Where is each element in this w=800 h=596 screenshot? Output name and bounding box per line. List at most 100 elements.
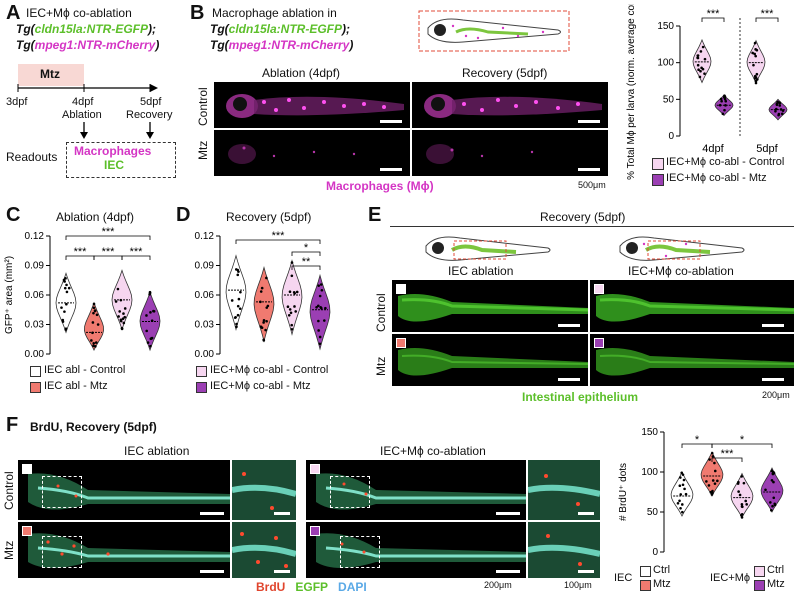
violin-control-point — [696, 63, 700, 67]
mtz-treatment-box — [18, 64, 84, 86]
violin-3-point — [148, 290, 152, 294]
panel-c-title: Ablation (4dpf) — [56, 210, 135, 224]
violin-1-point — [93, 309, 97, 313]
b-image-control-recovery — [412, 82, 608, 128]
violin-2-point — [119, 298, 123, 302]
violin-1-point — [259, 300, 262, 304]
zoom-inset-box — [42, 476, 82, 508]
timeline-diagram — [17, 84, 158, 92]
violin-0-point — [681, 483, 685, 487]
chart-d-violin: 0.000.030.060.090.12 ****** — [195, 230, 331, 360]
violin-0-point — [235, 325, 238, 329]
e-row-mtz: Mtz — [374, 356, 388, 376]
panel-b-title: Macrophage ablation in — [212, 6, 337, 20]
violin-0-point — [234, 315, 237, 319]
violin-3-point — [319, 305, 322, 309]
violin-3-point — [319, 283, 323, 286]
significance-label: *** — [721, 448, 735, 460]
violin-0-point — [682, 478, 686, 482]
violin-1-point — [260, 326, 264, 330]
violin-2-point — [737, 490, 740, 493]
f-image-co-mtz — [306, 522, 526, 578]
significance-bracket — [121, 255, 151, 260]
violin-2-point — [740, 505, 744, 508]
violin-2-point — [293, 305, 296, 308]
violin-control-point — [701, 45, 705, 49]
violin-mtz-point — [724, 99, 728, 103]
legend-swatch-control — [652, 158, 664, 170]
f-legend-mtz-2: Mtz — [767, 578, 785, 590]
violin-1-point — [92, 311, 95, 315]
violin-mtz-point — [724, 104, 727, 107]
b-row-mtz: Mtz — [196, 140, 210, 160]
f-channel-legend: BrdU EGFP DAPI — [256, 580, 367, 594]
scale-bar — [578, 570, 594, 573]
violin-2-point — [287, 314, 291, 317]
e-caption: Intestinal epithelium — [522, 390, 639, 404]
f-zoom-co-control — [528, 460, 600, 520]
significance-label: *** — [102, 226, 116, 238]
violin-2-point — [288, 308, 292, 311]
significance-label: *** — [761, 8, 775, 20]
f-legend-ctrl-1: Ctrl — [653, 564, 671, 576]
violin-0-point — [64, 277, 67, 280]
scale-bar — [274, 570, 290, 573]
violin-2-point — [289, 311, 293, 315]
violin-1-point — [92, 306, 96, 310]
chart-c-violin: 0.00 0.03 0.06 0.09 0.12 GFP⁺ area (mm²) *** **… — [4, 226, 161, 360]
x-category-label: 4dpf — [702, 143, 724, 155]
scale-bar — [496, 512, 520, 515]
y-axis-label: GFP⁺ area (mm²) — [4, 256, 15, 334]
f-legend-ctrl-2: Ctrl — [767, 564, 785, 576]
f-row-control: Control — [2, 471, 16, 510]
violin-3-point — [148, 293, 151, 296]
violin-control-point — [754, 54, 757, 58]
violin-2-point — [119, 318, 123, 322]
violin-2-point — [122, 312, 125, 315]
violin-3-point — [771, 504, 774, 508]
violin-mtz-point — [775, 103, 779, 107]
violin-2-point — [123, 307, 127, 310]
f-col-iec-m: IEC+Mϕ co-ablation — [380, 444, 486, 458]
violin-control-point — [756, 78, 759, 81]
violin-3 — [309, 273, 331, 351]
violin-mtz-point — [779, 108, 783, 111]
y-tick-label: 100 — [641, 467, 658, 478]
f-legend-iecm: IEC+Mϕ — [710, 572, 751, 584]
recovery-label: Recovery — [126, 109, 173, 121]
y-tick-label: 50 — [663, 94, 675, 105]
violin-1-point — [92, 302, 96, 306]
significance-bracket — [701, 17, 725, 22]
violin-0-point — [681, 510, 684, 514]
violin-1-point — [713, 482, 717, 485]
violin-1-point — [92, 342, 96, 345]
violin-2-point — [745, 503, 748, 506]
violin-control-point — [753, 41, 757, 45]
violin-mtz-point — [774, 109, 777, 113]
violin-2-point — [286, 305, 290, 308]
legend-swatch-iec-mtz — [30, 382, 41, 393]
violin-mtz-point — [723, 94, 726, 98]
violin-1-point — [91, 321, 95, 324]
f-scale-1: 200μm — [484, 580, 512, 590]
panel-d-letter: D — [176, 204, 191, 226]
violin-control-point — [701, 67, 705, 71]
y-tick-label: 0.06 — [25, 290, 45, 301]
b-legend-control: IEC+Mϕ co-abl - Control — [666, 156, 785, 168]
f-col-iec: IEC ablation — [124, 444, 190, 458]
violin-1-point — [708, 458, 711, 461]
violin-1-point — [91, 331, 94, 335]
violin-1-point — [710, 451, 714, 455]
scale-bar — [578, 168, 600, 171]
violin-control — [692, 38, 712, 84]
b-scale-label: 500μm — [578, 180, 606, 190]
violin-mtz-point — [777, 113, 780, 117]
violin-3-point — [318, 335, 322, 339]
violin-mtz-point — [774, 107, 778, 111]
violin-3-point — [317, 319, 320, 323]
violin-0-point — [63, 286, 67, 290]
b-image-mtz-recovery — [412, 130, 608, 176]
violin-3-point — [770, 479, 774, 482]
condition-marker — [594, 284, 604, 294]
b-image-mtz-ablation — [214, 130, 410, 176]
